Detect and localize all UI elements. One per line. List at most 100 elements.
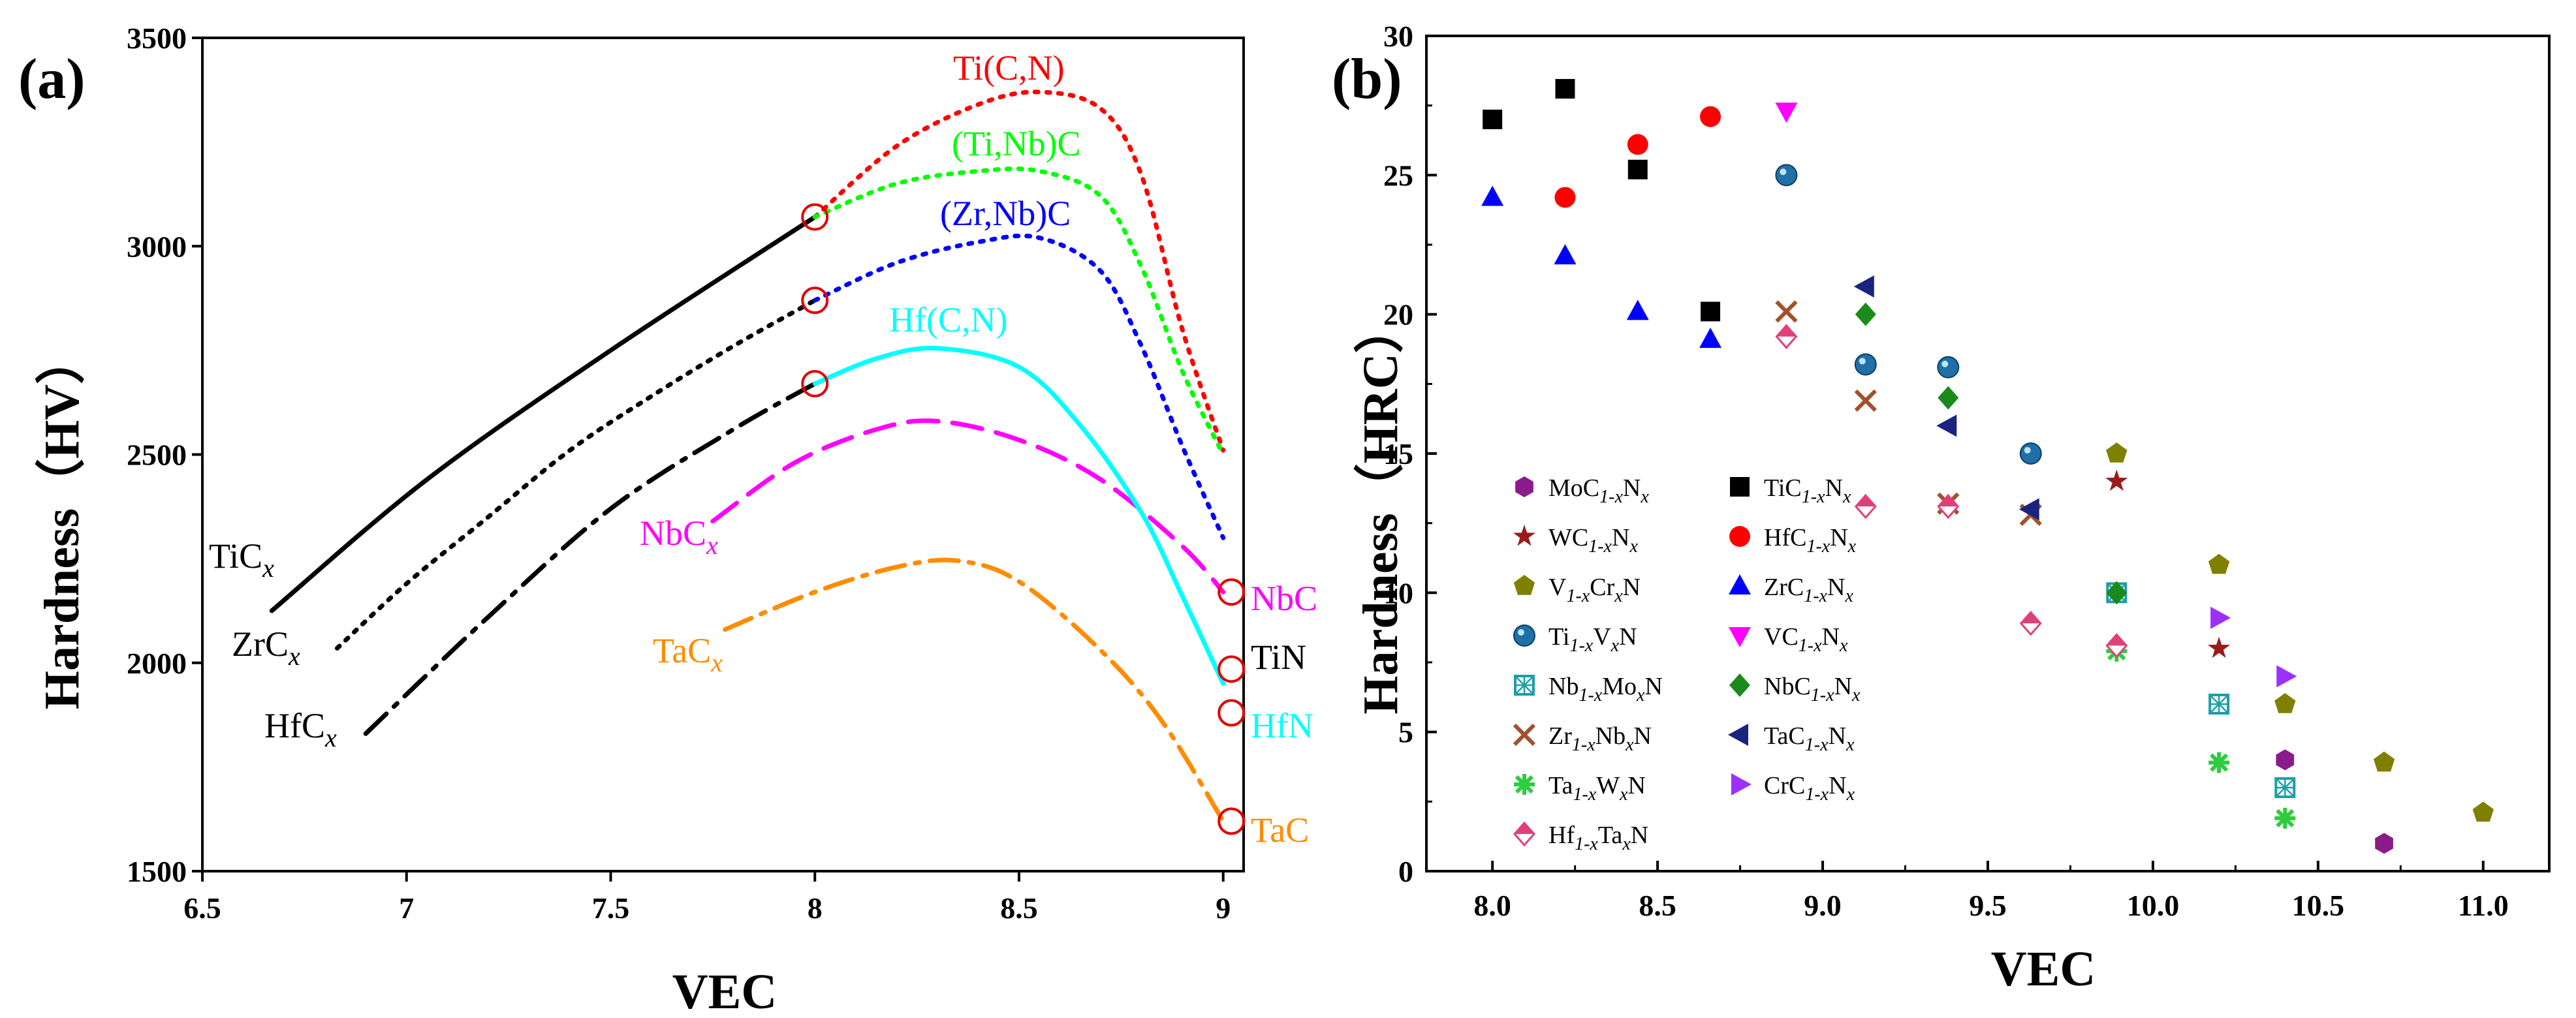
panel-a-y-tick-label: 1500	[127, 855, 187, 888]
data-point-v1-xcrxn	[2373, 751, 2395, 772]
panel-a-x-tick-label: 7.5	[592, 891, 630, 925]
panel-b-y-tick-label: 0	[1398, 855, 1413, 888]
data-point-hfc1-xnx	[1554, 187, 1576, 208]
legend-label-v1-xcrxn: V1-xCrxN	[1548, 574, 1641, 606]
legend-marker-vc1-xnx	[1729, 627, 1751, 647]
panel-b-y-tick-label: 25	[1383, 159, 1413, 192]
panel-b-y-tick-label: 30	[1383, 20, 1413, 53]
panel-b-x-tick-label: 9.0	[1804, 889, 1842, 922]
data-point-moc1-xnx	[2375, 833, 2393, 854]
panel-a-y-tick-label: 2000	[127, 647, 187, 680]
panel-b-label: (b)	[1332, 48, 1402, 111]
series-line-ti-nb-c	[812, 166, 1226, 457]
series-label-zr-nb-c: (Zr,Nb)C	[940, 194, 1071, 233]
data-point-zrc1-xnx	[1481, 185, 1504, 206]
end-label-nbc: NbC	[1251, 579, 1317, 618]
panel-a-x-tick-label: 6.5	[183, 891, 221, 925]
panel-a-plot-area: 6.5 7 7.5 8 8.5 9 1500 2000 2500 3000 3500 TiCx ZrCx…	[127, 22, 1317, 925]
data-point-moc1-xnx	[2276, 749, 2295, 771]
legend-label-moc1-xnx: MoC1-xNx	[1548, 474, 1649, 507]
panel-b-x-tick-label: 11.0	[2458, 889, 2509, 922]
legend-label-zrc1-xnx: ZrC1-xNx	[1764, 574, 1853, 606]
data-point-ti1-xvxn	[2019, 442, 2042, 465]
data-point-tac1-xnx	[1936, 414, 1957, 437]
legend-marker-wc1-xnx	[1513, 525, 1536, 546]
series-line-zr-nb-c	[812, 233, 1226, 540]
legend-label-tac1-xnx: TaC1-xNx	[1764, 722, 1855, 755]
series-label-ti-nb-c: (Ti,Nb)C	[952, 124, 1081, 163]
panel-b-legend: MoC1-xNx WC1-xNx V1-xCrxN Ti1-xVxN Nb1-xMoxN…	[1513, 474, 1861, 854]
data-point-tic1-xnx	[1483, 110, 1503, 129]
panel-b-x-axis-label: VEC	[1991, 942, 2096, 996]
end-label-hfn: HfN	[1251, 706, 1313, 745]
panel-a-x-tick-label: 9	[1216, 891, 1231, 925]
data-point-hfc1-xnx	[1700, 106, 1721, 127]
panel-b-y-tick-label: 5	[1398, 716, 1413, 749]
data-point-v1-xcrxn	[2274, 693, 2296, 713]
legend-marker-crc1-xnx	[1731, 773, 1751, 795]
data-point-nbc1-xnx	[2106, 581, 2128, 605]
data-point-ti1-xvxn-highlight	[2024, 447, 2031, 454]
series-label-hf-c-n: Hf(C,N)	[889, 300, 1007, 339]
panel-a-label: (a)	[18, 48, 86, 111]
panel-a-y-tick-label: 3500	[127, 22, 187, 55]
legend-marker-zr1-xnbxn	[1513, 723, 1536, 747]
series-label-tac-x: TaCx	[653, 631, 723, 677]
data-point-ti1-xvxn	[1775, 164, 1798, 187]
panel-b-chart: (b) 8.0 8.5 9.0 9.5 10.0 10.5 11.0 0 5 10 15 20 25 30…	[1332, 20, 2551, 996]
data-point-zr1-xnbxn	[1775, 300, 1798, 323]
panel-a-frame	[201, 37, 1245, 872]
panel-a-y-tick-label: 3000	[127, 230, 187, 263]
legend-label-ta1-xwxn: Ta1-xWxN	[1548, 772, 1646, 805]
series-label-tic-x: TiCx	[209, 536, 274, 583]
data-point-nbc1-xnx	[1855, 302, 1876, 326]
legend-marker-ta1-xwxn	[1514, 774, 1535, 795]
data-point-zr1-xnbxn	[1854, 389, 1877, 412]
panel-a-chart: (a) 6.5 7 7.5 8 8.5 9 1500 2000 2500 3000 3500 TiCx…	[18, 22, 1317, 1018]
panel-a-x-tick-label: 7	[399, 891, 414, 925]
data-point-v1-xcrxn	[2472, 801, 2494, 822]
data-point-hf1-xtaxn-fill	[2020, 612, 2041, 624]
panel-b-y-tick-label: 10	[1383, 576, 1413, 609]
endpoint-circle-marker	[801, 369, 829, 397]
series-line-nbc-x	[710, 418, 1226, 594]
legend-label-nb1-xmoxn: Nb1-xMoxN	[1548, 673, 1663, 705]
data-point-ti1-xvxn	[1854, 353, 1877, 376]
series-line-hf-c-n	[812, 345, 1226, 686]
panel-b-y-axis-label: Hardness（HRC）	[1353, 303, 1408, 714]
panel-b-x-tick-label: 10.0	[2127, 889, 2180, 922]
legend-label-wc1-xnx: WC1-xNx	[1548, 524, 1638, 557]
data-point-nbc1-xnx	[1938, 386, 1959, 410]
series-line-zrc-x	[334, 298, 817, 651]
legend-label-crc1-xnx: CrC1-xNx	[1764, 772, 1855, 805]
data-point-tac1-xnx	[2018, 498, 2039, 521]
legend-label-ti1-xvxn: Ti1-xVxN	[1548, 623, 1637, 656]
series-line-tac-x	[723, 557, 1226, 824]
legend-label-hfc1-xnx: HfC1-xNx	[1764, 524, 1857, 557]
data-point-zrc1-xnx	[1699, 328, 1722, 348]
legend-marker-v1-xcrxn	[1513, 575, 1535, 595]
panel-b-x-tick-label: 8.5	[1639, 889, 1676, 922]
end-label-tac: TaC	[1251, 810, 1309, 850]
legend-label-nbc1-xnx: NbC1-xNx	[1764, 673, 1861, 705]
data-point-ta1-xwxn	[2274, 807, 2296, 829]
endpoint-circle-marker	[801, 203, 829, 231]
legend-label-zr1-xnbxn: Zr1-xNbxN	[1548, 722, 1652, 755]
panel-a-x-tick-label: 8.5	[1000, 891, 1038, 925]
panel-b-plot-area: 8.0 8.5 9.0 9.5 10.0 10.5 11.0 0 5 10 15 20 25 30	[1383, 20, 2551, 922]
data-point-ti1-xvxn-highlight	[1780, 168, 1787, 176]
data-point-ti1-xvxn-highlight	[1941, 360, 1949, 367]
data-point-ta1-xwxn	[2208, 752, 2230, 773]
data-point-hf1-xtaxn-fill	[1776, 325, 1797, 337]
legend-marker-moc1-xnx	[1515, 476, 1533, 497]
series-line-hfc-x	[363, 381, 817, 736]
panel-b-x-tick-label: 10.5	[2292, 889, 2345, 922]
data-point-crc1-xnx	[2210, 606, 2231, 629]
legend-marker-nbc1-xnx	[1729, 673, 1750, 697]
data-point-nb1-xmoxn-hatch	[2275, 778, 2295, 797]
legend-marker-ti1-xvxn	[1513, 625, 1535, 647]
data-point-wc1-xnx	[2207, 636, 2231, 658]
series-label-zrc-x: ZrCx	[232, 625, 300, 671]
series-line-ti-c-n	[812, 89, 1226, 453]
legend-marker-ti1-xvxn-highlight	[1518, 629, 1524, 636]
